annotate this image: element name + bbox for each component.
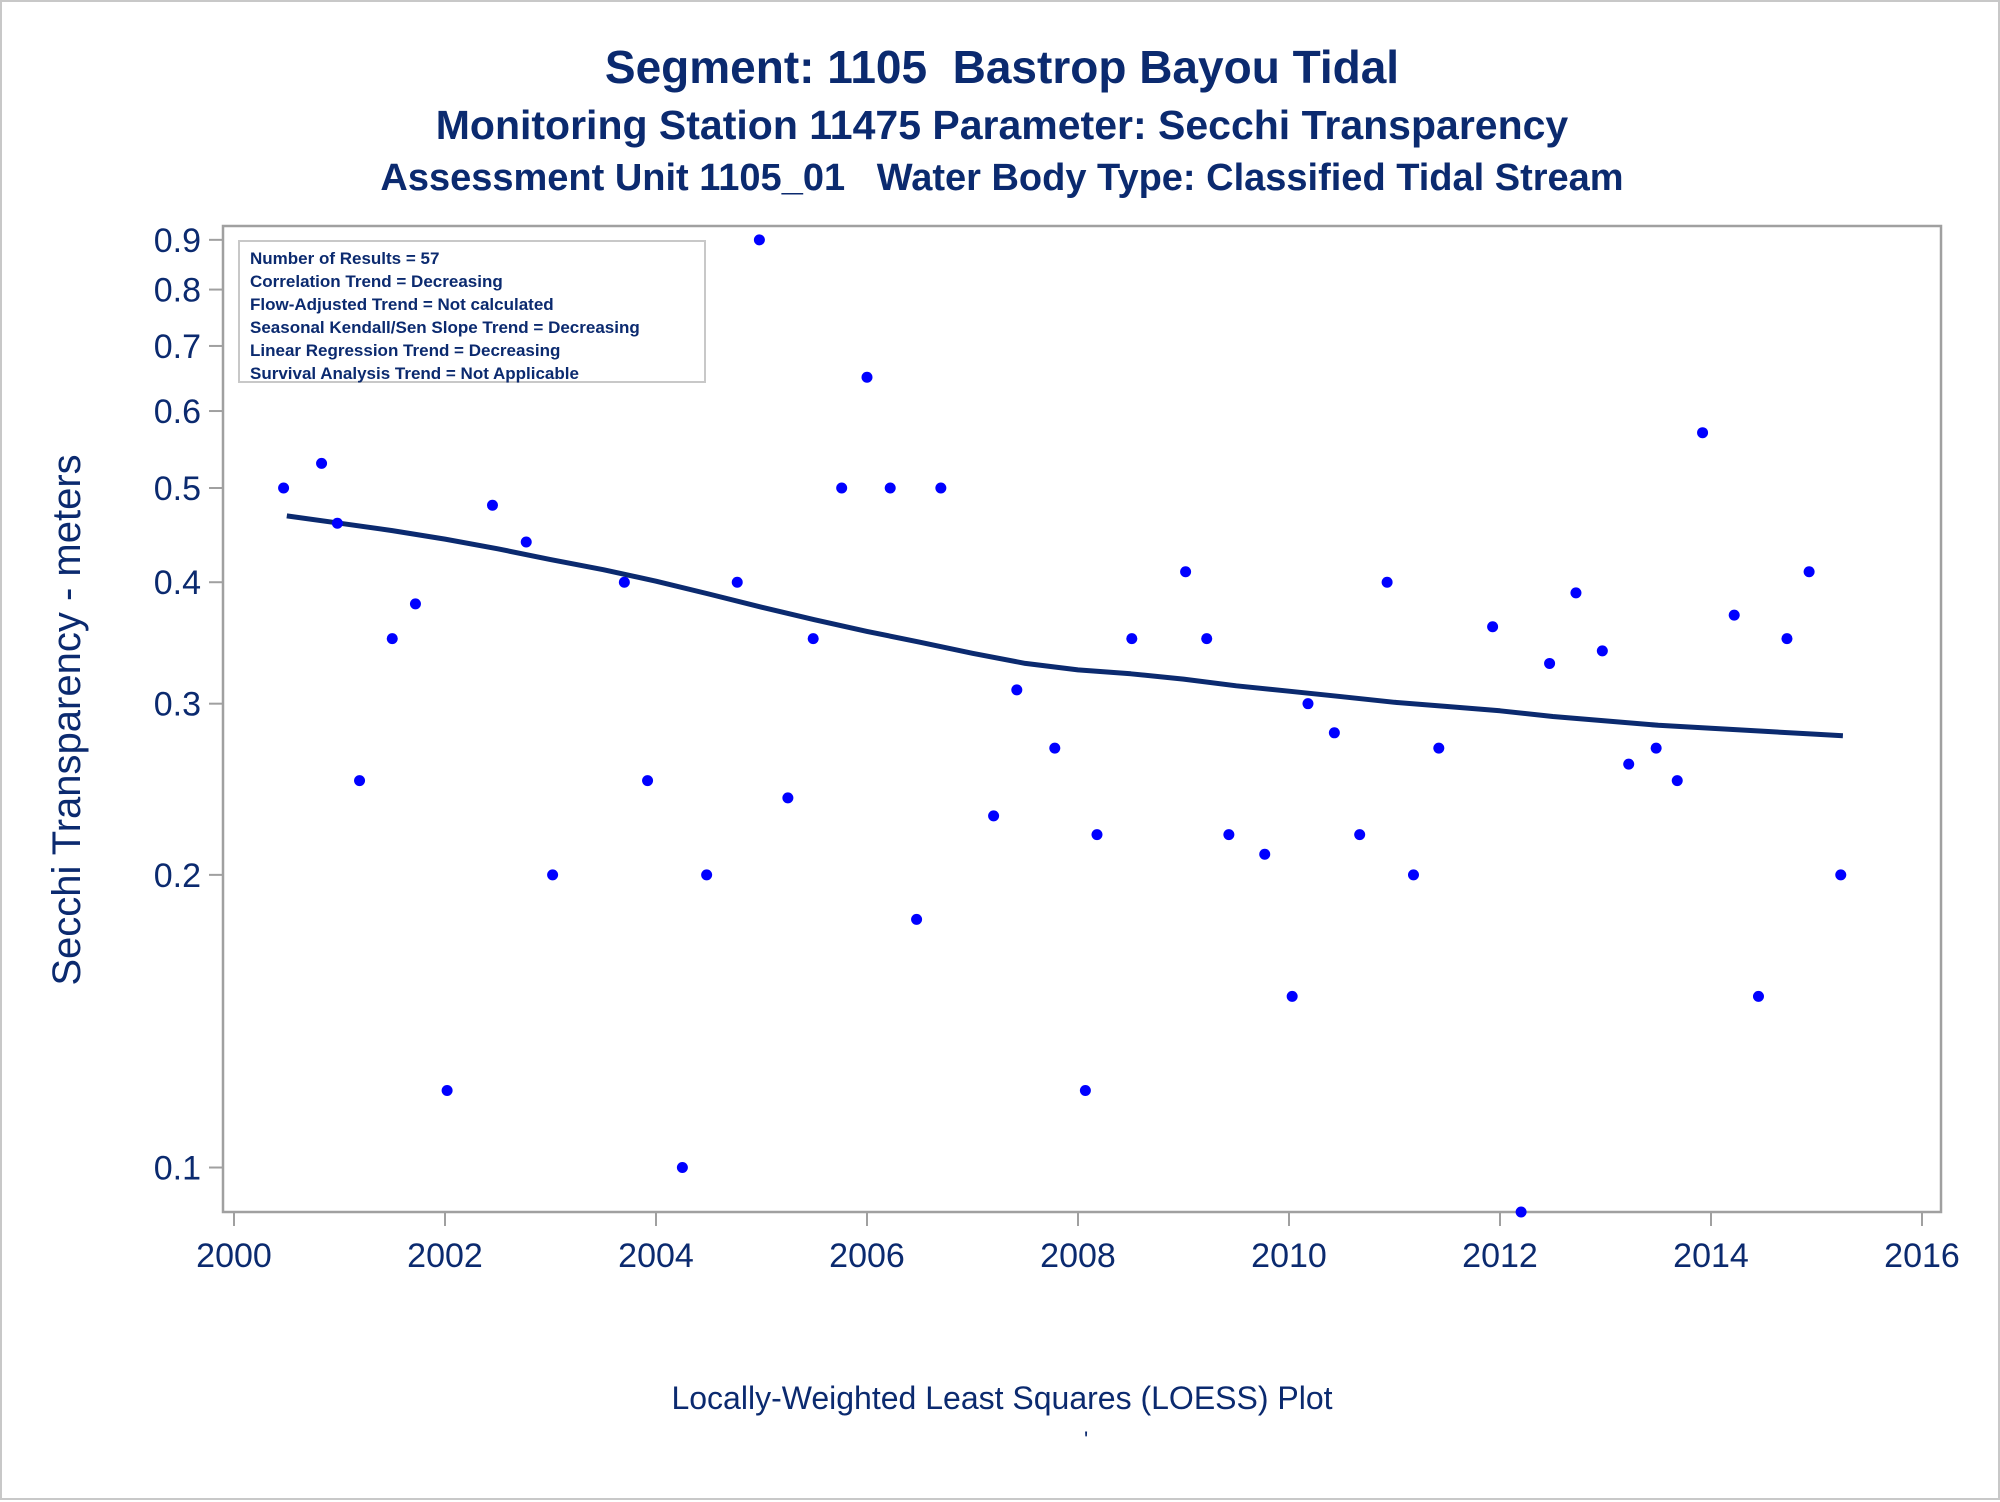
- data-point: [547, 869, 559, 881]
- y-tick-label: 0.8: [154, 272, 201, 310]
- data-point: [1049, 742, 1061, 754]
- stat-survival-analysis-trend: Survival Analysis Trend = Not Applicable: [250, 364, 579, 383]
- plot-area-border: [221, 224, 1943, 1214]
- y-tick-label: 0.4: [154, 564, 201, 602]
- data-point: [278, 482, 290, 494]
- y-tick-label: 0.6: [154, 393, 201, 431]
- data-point: [1354, 829, 1366, 841]
- x-tick-label: 2010: [1251, 1237, 1327, 1275]
- data-point: [1381, 576, 1393, 588]
- data-point: [1487, 621, 1499, 633]
- data-point: [1328, 727, 1340, 739]
- y-axis-label: Secchi Transparency - meters: [45, 454, 89, 985]
- data-point: [676, 1162, 688, 1174]
- data-point: [1091, 829, 1103, 841]
- x-tick-label: 2014: [1673, 1237, 1749, 1275]
- data-point: [1433, 742, 1445, 754]
- data-point: [1752, 990, 1764, 1002]
- data-point: [354, 775, 366, 787]
- stat-seasonal-kendall-trend: Seasonal Kendall/Sen Slope Trend = Decre…: [250, 318, 640, 337]
- chart-title: Segment: 1105 Bastrop Bayou Tidal: [604, 41, 1400, 93]
- y-tick-label: 0.5: [154, 470, 201, 508]
- data-point: [386, 633, 398, 645]
- x-tick-label: 2006: [829, 1237, 905, 1275]
- data-point: [1544, 657, 1556, 669]
- x-tick-label: 2008: [1040, 1237, 1116, 1275]
- stat-flow-adjusted-trend: Flow-Adjusted Trend = Not calculated: [250, 295, 554, 314]
- data-point: [409, 598, 421, 610]
- data-point: [731, 576, 743, 588]
- data-point: [1011, 684, 1023, 696]
- data-point: [316, 457, 328, 469]
- stat-number-of-results: Number of Results = 57: [250, 249, 440, 268]
- chart-subtitle-2: Assessment Unit 1105_01 Water Body Type:…: [380, 157, 1624, 199]
- data-point: [935, 482, 947, 494]
- data-point: [441, 1085, 453, 1097]
- data-point: [1623, 758, 1635, 770]
- data-point: [701, 869, 713, 881]
- stat-linear-regression-trend: Linear Regression Trend = Decreasing: [250, 341, 561, 360]
- data-point: [1126, 633, 1138, 645]
- data-point: [1286, 990, 1298, 1002]
- footnote: Locally-Weighted Least Squares (LOESS) P…: [671, 1380, 1333, 1416]
- data-point: [1697, 427, 1709, 439]
- data-point: [1515, 1206, 1527, 1218]
- data-point: [618, 576, 630, 588]
- data-point: [1835, 869, 1847, 881]
- data-point: [753, 234, 765, 246]
- x-tick-label: 2012: [1462, 1237, 1538, 1275]
- data-point: [1570, 587, 1582, 599]
- data-point: [807, 633, 819, 645]
- data-point: [1671, 775, 1683, 787]
- data-point: [1302, 698, 1314, 710]
- data-point: [911, 913, 923, 925]
- chart-subtitle: Monitoring Station 11475 Parameter: Secc…: [435, 102, 1569, 148]
- data-point: [1650, 742, 1662, 754]
- footnote-mark: ': [1084, 1427, 1089, 1452]
- y-tick-label: 0.1: [154, 1150, 201, 1188]
- y-tick-label: 0.2: [154, 857, 201, 895]
- y-tick-label: 0.9: [154, 222, 201, 260]
- y-tick-label: 0.7: [154, 328, 201, 366]
- data-point: [1201, 633, 1213, 645]
- data-point: [1803, 566, 1815, 578]
- data-point: [642, 775, 654, 787]
- data-point: [520, 536, 532, 548]
- x-tick-label: 2002: [407, 1237, 483, 1275]
- y-tick-label: 0.3: [154, 686, 201, 724]
- data-point: [782, 792, 794, 804]
- data-point: [1223, 829, 1235, 841]
- x-tick-label: 2000: [196, 1237, 272, 1275]
- data-point: [486, 499, 498, 511]
- data-point: [1180, 566, 1192, 578]
- data-point: [1728, 609, 1740, 621]
- data-point: [331, 517, 343, 529]
- data-point: [1781, 633, 1793, 645]
- data-point: [861, 371, 873, 383]
- x-tick-label: 2004: [618, 1237, 694, 1275]
- x-tick-label: 2016: [1884, 1237, 1960, 1275]
- data-point: [884, 482, 896, 494]
- data-point: [1079, 1085, 1091, 1097]
- data-point: [1407, 869, 1419, 881]
- data-point: [1259, 848, 1271, 860]
- data-point: [988, 810, 1000, 822]
- data-point: [836, 482, 848, 494]
- stat-correlation-trend: Correlation Trend = Decreasing: [250, 272, 503, 291]
- loess-trend-line: [286, 513, 1844, 739]
- data-point: [1596, 645, 1608, 657]
- stats-box: Number of Results = 57 Correlation Trend…: [238, 240, 706, 383]
